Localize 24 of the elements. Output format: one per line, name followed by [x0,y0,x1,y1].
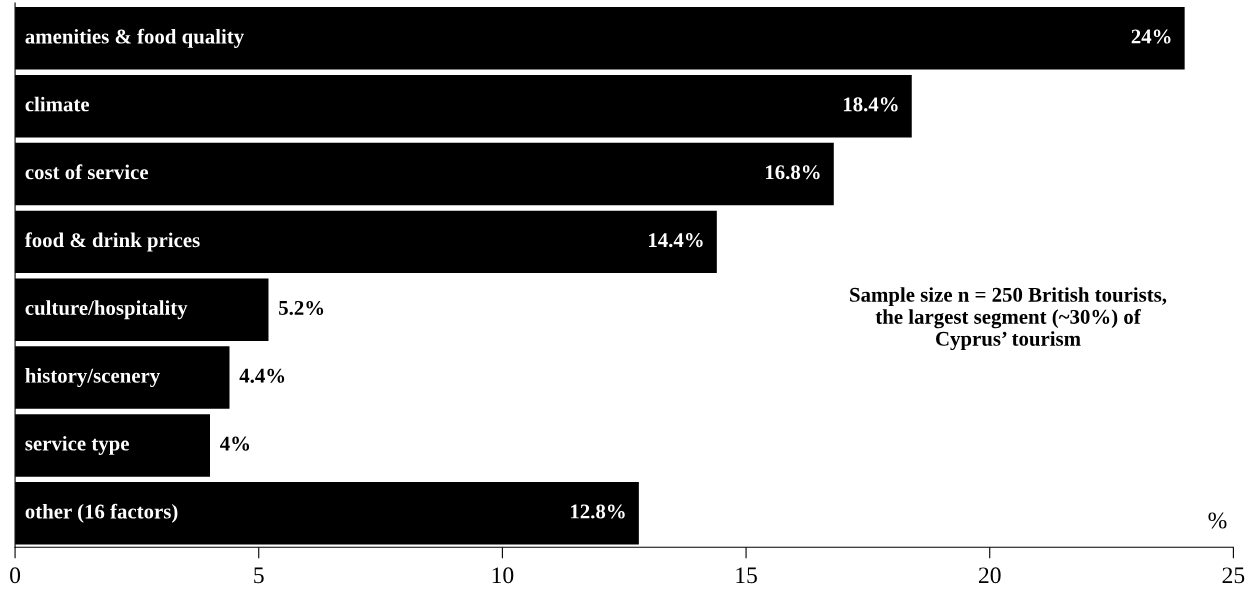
x-tick-label: 25 [1222,567,1245,584]
y-tick-label: food & drink prices [24,232,200,252]
y-tick-label: culture/hospitality [25,300,188,320]
data-label: 14.4% [649,233,703,248]
x-tick-label: 20 [978,567,1001,584]
annotation: Sample size n = 250 British tourists, the largest segment (~30%) of Cyprus’ tourism [850,287,1167,351]
data-label: 4.4% [239,368,285,383]
data-label: 4% [220,436,250,451]
y-tick-label: climate [25,96,90,112]
data-label: 24% [1131,29,1171,44]
data-label: 12.8% [571,504,625,519]
x-tick-label: 15 [736,567,757,584]
data-label: 18.4% [843,97,898,112]
data-label: 5.2% [279,300,324,316]
x-axis-title: % [1208,512,1227,529]
x-tick-label: 5 [254,567,264,584]
y-tick-label: history/scenery [25,368,160,388]
data-label: 16.8% [765,165,820,180]
y-tick-label: service type [25,435,129,455]
y-tick-label: amenities & food quality [25,28,244,48]
y-tick-label: other (16 factors) [25,503,178,523]
x-tick-label: 10 [492,567,514,584]
y-tick-label: cost of service [25,164,149,180]
x-tick-label: 0 [10,567,21,584]
